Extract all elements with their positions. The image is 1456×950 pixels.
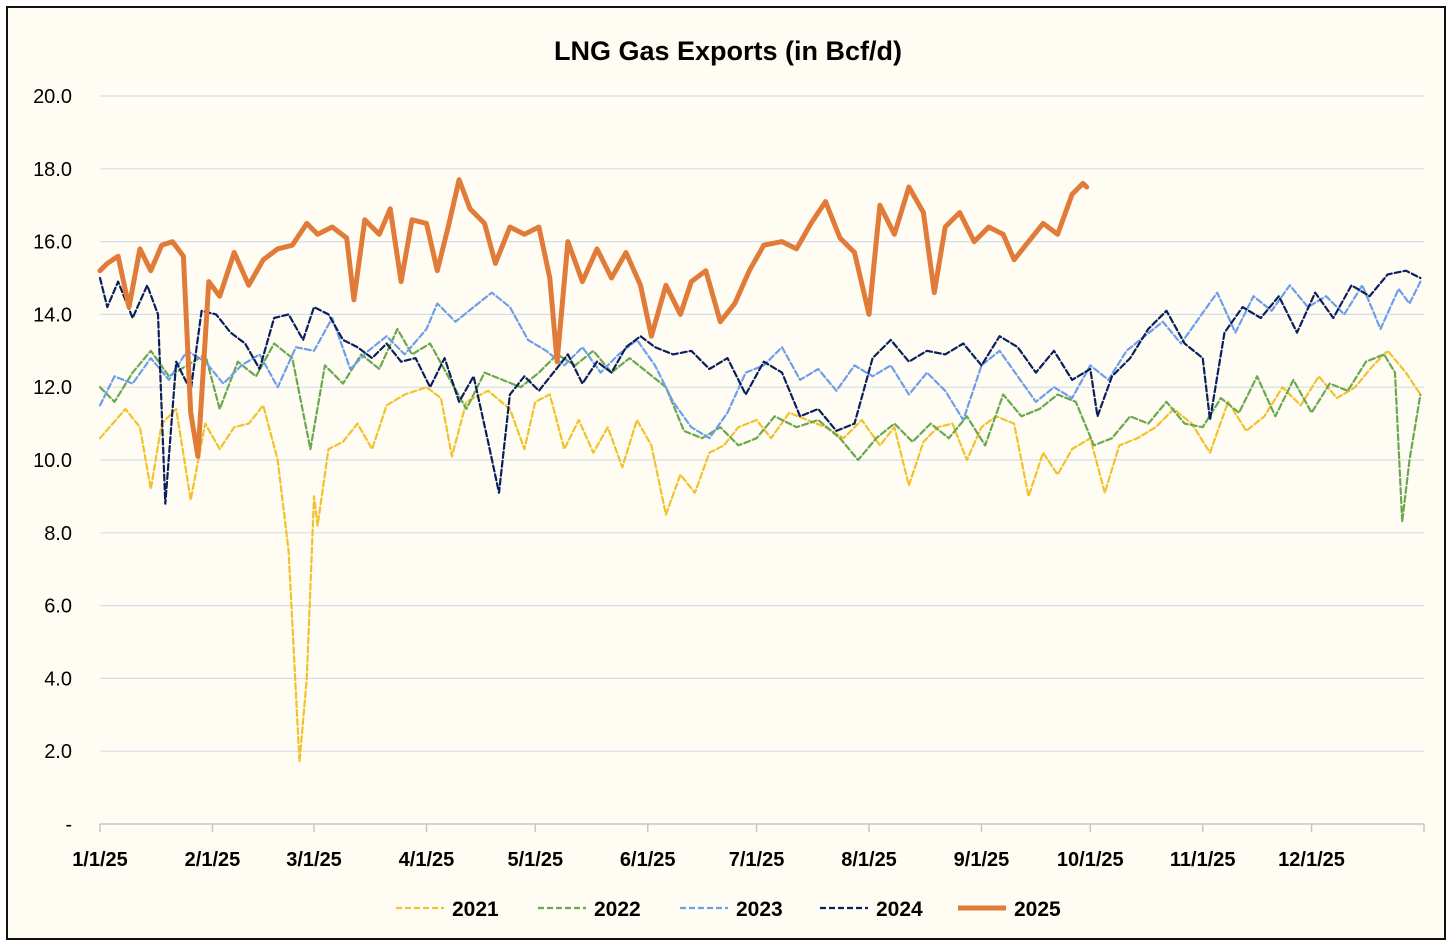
series-line-2023: [98, 280, 1422, 440]
x-tick-label: 5/1/25: [507, 849, 563, 871]
x-tick-label: 6/1/25: [620, 849, 676, 871]
y-tick-label: 10.0: [33, 450, 72, 472]
series-line-2021: [98, 349, 1422, 764]
series-line-2025: [97, 177, 1090, 459]
y-axis-labels: - 2.0 4.0 6.0 8.0 10.0 12.0 14.0 16.0 18.0 20.0: [33, 86, 72, 836]
x-tick-label: 8/1/25: [841, 849, 897, 871]
gridlines: [100, 95, 1424, 752]
y-tick-label: 16.0: [33, 232, 72, 254]
y-tick-label: 2.0: [44, 741, 72, 763]
series-line-2022: [98, 327, 1422, 523]
legend-label-2021: 2021: [452, 898, 499, 921]
y-tick-label: 14.0: [33, 304, 72, 326]
chart-title: LNG Gas Exports (in Bcf/d): [554, 36, 902, 66]
y-tick-label: 20.0: [33, 86, 72, 108]
x-tick-label: 9/1/25: [954, 849, 1010, 871]
legend: 2021 2022 2023 2024 2025: [396, 898, 1061, 921]
x-tick-label: 12/1/25: [1278, 849, 1345, 871]
x-axis: 1/1/25 2/1/25 3/1/25 4/1/25 5/1/25 6/1/25 7/1/…: [72, 823, 1425, 871]
x-tick-label: 1/1/25: [72, 849, 128, 871]
x-tick-label: 2/1/25: [185, 849, 241, 871]
x-tick-label: 3/1/25: [286, 849, 342, 871]
line-chart: LNG Gas Exports (in Bcf/d) - 2.0 4.0 6.0 8.0…: [33, 36, 1425, 921]
legend-label-2023: 2023: [736, 898, 783, 921]
y-tick-label: 8.0: [44, 523, 72, 545]
legend-label-2024: 2024: [876, 898, 923, 921]
x-tick-label: 10/1/25: [1057, 849, 1124, 871]
x-tick-label: 11/1/25: [1170, 849, 1236, 871]
series-line-2024: [98, 269, 1422, 505]
x-tick-label: 7/1/25: [729, 849, 785, 871]
chart-frame: LNG Gas Exports (in Bcf/d) - 2.0 4.0 6.0 8.0…: [6, 6, 1446, 940]
x-tick-label: 4/1/25: [399, 849, 455, 871]
y-tick-label: -: [65, 814, 72, 836]
series-lines: [97, 177, 1422, 764]
legend-label-2025: 2025: [1014, 898, 1061, 921]
y-tick-label: 6.0: [44, 596, 72, 618]
y-tick-label: 18.0: [33, 159, 72, 181]
y-tick-label: 12.0: [33, 377, 72, 399]
legend-label-2022: 2022: [594, 898, 641, 921]
y-tick-label: 4.0: [44, 668, 72, 690]
